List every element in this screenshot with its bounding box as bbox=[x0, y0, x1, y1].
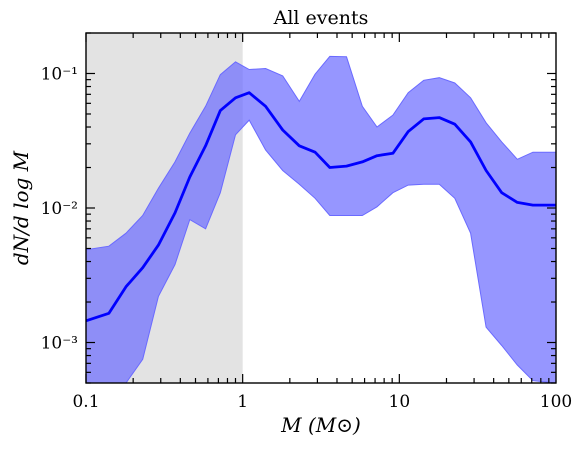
y-axis-label: dN/d log M bbox=[9, 150, 33, 265]
median-line bbox=[86, 91, 556, 323]
y-tick-label: 10⁻¹ bbox=[41, 64, 78, 84]
axis-ticks bbox=[85, 32, 556, 384]
x-axis-label: M (M⊙) bbox=[280, 413, 361, 437]
confidence-band bbox=[86, 55, 556, 383]
y-tick-label: 10⁻³ bbox=[41, 334, 78, 354]
tick-labels: 0.1 1 10 100 10⁻³ 10⁻² 10⁻¹ bbox=[41, 64, 573, 412]
chart-title: All events bbox=[273, 7, 369, 29]
plot-area bbox=[86, 33, 556, 383]
x-tick-label: 0.1 bbox=[72, 392, 99, 412]
y-tick-label: 10⁻² bbox=[41, 199, 78, 219]
x-tick-label: 100 bbox=[540, 392, 572, 412]
x-tick-label: 1 bbox=[237, 392, 248, 412]
x-tick-label: 10 bbox=[389, 392, 411, 412]
